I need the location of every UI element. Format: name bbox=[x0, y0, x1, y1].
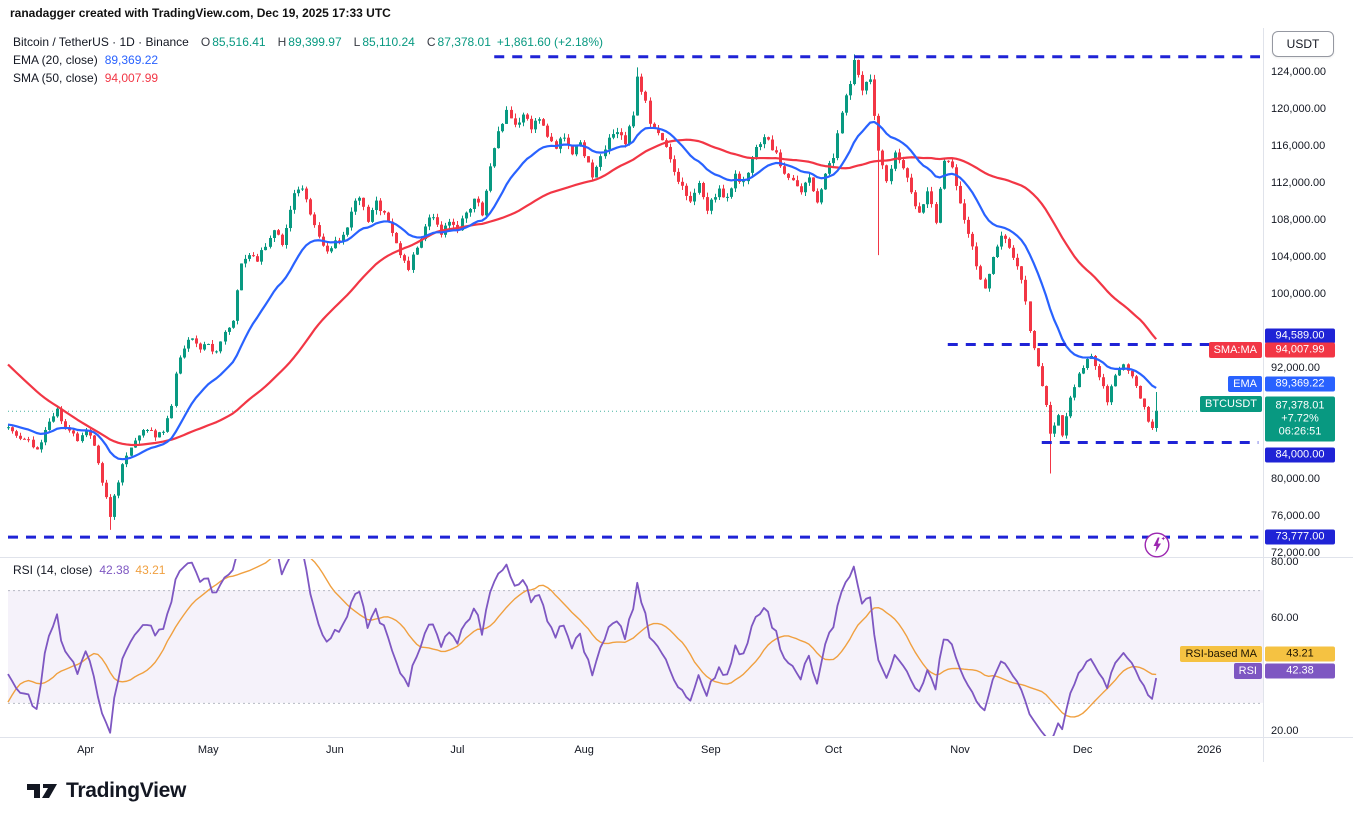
ohlc-low-value: 85,110.24 bbox=[362, 35, 415, 49]
ohlc-close-label: C bbox=[426, 35, 436, 49]
watermark-text: ranadagger created with TradingView.com,… bbox=[10, 6, 391, 20]
sma-legend-row[interactable]: SMA (50, close) 94,007.99 bbox=[13, 69, 609, 87]
tradingview-logo-icon bbox=[27, 784, 57, 798]
ohlc-open-label: O bbox=[200, 35, 211, 49]
ohlc-close-value: 87,378.01 bbox=[437, 35, 491, 49]
ohlc-high-label: H bbox=[277, 35, 287, 49]
rsi-legend-label: RSI (14, close) bbox=[13, 563, 93, 577]
time-axis[interactable] bbox=[0, 738, 1353, 762]
ema-legend-value: 89,369.22 bbox=[104, 53, 159, 67]
price-axis[interactable] bbox=[1264, 28, 1353, 762]
sma-legend-label: SMA (50, close) bbox=[13, 71, 98, 85]
tradingview-logo[interactable]: TradingView bbox=[26, 778, 186, 804]
chart-legend: Bitcoin / TetherUS · 1D · Binance O 85,5… bbox=[13, 33, 609, 87]
currency-usdt-button[interactable]: USDT bbox=[1272, 31, 1334, 57]
ohlc-high-value: 89,399.97 bbox=[288, 35, 342, 49]
ema-legend-label: EMA (20, close) bbox=[13, 53, 98, 67]
ohlc-low-label: L bbox=[353, 35, 361, 49]
sma-legend-value: 94,007.99 bbox=[104, 71, 159, 85]
rsi-value: 42.38 bbox=[99, 563, 130, 577]
rsi-ma-value: 43.21 bbox=[135, 563, 166, 577]
change-value: +1,861.60 (+2.18%) bbox=[496, 35, 603, 49]
symbol-row[interactable]: Bitcoin / TetherUS · 1D · Binance O 85,5… bbox=[13, 33, 609, 51]
symbol-title: Bitcoin / TetherUS · 1D · Binance bbox=[13, 35, 189, 49]
ema-legend-row[interactable]: EMA (20, close) 89,369.22 bbox=[13, 51, 609, 69]
rsi-legend-row[interactable]: RSI (14, close) 42.38 43.21 bbox=[13, 561, 171, 579]
rsi-legend: RSI (14, close) 42.38 43.21 bbox=[13, 561, 171, 579]
tradingview-logo-text: TradingView bbox=[66, 779, 187, 802]
lightning-icon bbox=[1144, 532, 1170, 558]
lightning-quick-action-button[interactable] bbox=[1144, 532, 1170, 558]
ohlc-open-value: 85,516.41 bbox=[212, 35, 266, 49]
